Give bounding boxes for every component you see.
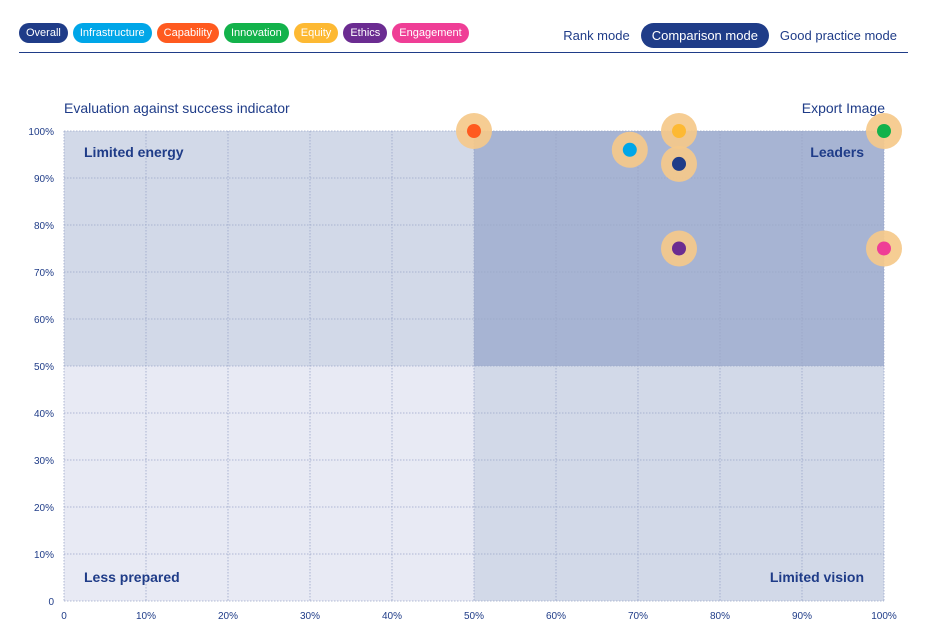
y-tick-label: 50% bbox=[34, 362, 54, 373]
y-tick-label: 90% bbox=[34, 174, 54, 185]
rank-mode-button[interactable]: Rank mode bbox=[563, 28, 630, 43]
data-point-overall bbox=[672, 156, 686, 171]
data-point-infrastructure bbox=[622, 142, 637, 157]
y-tick-label: 30% bbox=[34, 456, 54, 467]
y-tick-label: 20% bbox=[34, 503, 54, 514]
mode-switcher: Rank mode Comparison mode Good practice … bbox=[552, 23, 908, 48]
x-tick-label: 30% bbox=[300, 611, 320, 622]
quadrant-label-top-left: Limited energy bbox=[84, 144, 184, 160]
pill-capability[interactable]: Capability bbox=[156, 23, 219, 43]
quadrant-bottom-right bbox=[474, 366, 884, 601]
data-point-equity bbox=[672, 124, 686, 138]
pill-ethics[interactable]: Ethics bbox=[343, 23, 388, 43]
x-tick-label: 50% bbox=[464, 611, 484, 622]
y-tick-label: 70% bbox=[34, 268, 54, 279]
x-tick-label: 20% bbox=[218, 611, 238, 622]
y-tick-label: 0 bbox=[48, 597, 54, 608]
quadrant-top-left bbox=[64, 131, 474, 366]
data-point-innovation bbox=[877, 124, 891, 138]
chart-title: Evaluation against success indicator bbox=[64, 100, 290, 116]
y-tick-label: 10% bbox=[34, 550, 54, 561]
x-tick-label: 10% bbox=[136, 611, 156, 622]
data-point-ethics bbox=[672, 241, 686, 256]
data-point-capability bbox=[467, 124, 481, 138]
pill-equity[interactable]: Equity bbox=[293, 23, 339, 43]
pill-infrastructure[interactable]: Infrastructure bbox=[72, 23, 152, 43]
x-tick-label: 80% bbox=[710, 611, 730, 622]
x-tick-label: 90% bbox=[792, 611, 812, 622]
y-tick-label: 80% bbox=[34, 221, 54, 232]
x-tick-label: 70% bbox=[628, 611, 648, 622]
quadrant-label-bottom-right: Limited vision bbox=[770, 569, 864, 585]
pill-innovation[interactable]: Innovation bbox=[223, 23, 289, 43]
header-divider bbox=[19, 52, 908, 53]
export-image-button[interactable]: Export Image bbox=[801, 100, 885, 116]
x-tick-label: 0 bbox=[61, 611, 67, 622]
x-tick-label: 40% bbox=[382, 611, 402, 622]
pill-engagement[interactable]: Engagement bbox=[392, 23, 469, 43]
quadrant-label-top-right: Leaders bbox=[810, 144, 864, 160]
y-tick-label: 100% bbox=[28, 127, 54, 138]
y-tick-label: 40% bbox=[34, 409, 54, 420]
x-tick-label: 100% bbox=[871, 611, 897, 622]
data-point-engagement bbox=[877, 241, 891, 256]
good-practice-mode-button[interactable]: Good practice mode bbox=[779, 28, 897, 43]
category-filter-pills: Overall Infrastructure Capability Innovatio… bbox=[19, 23, 469, 43]
quadrant-label-bottom-left: Less prepared bbox=[84, 569, 180, 585]
comparison-mode-button[interactable]: Comparison mode bbox=[640, 23, 769, 48]
quadrant-bottom-left bbox=[64, 366, 474, 601]
x-tick-label: 60% bbox=[546, 611, 566, 622]
y-tick-label: 60% bbox=[34, 315, 54, 326]
pill-overall[interactable]: Overall bbox=[19, 23, 68, 43]
